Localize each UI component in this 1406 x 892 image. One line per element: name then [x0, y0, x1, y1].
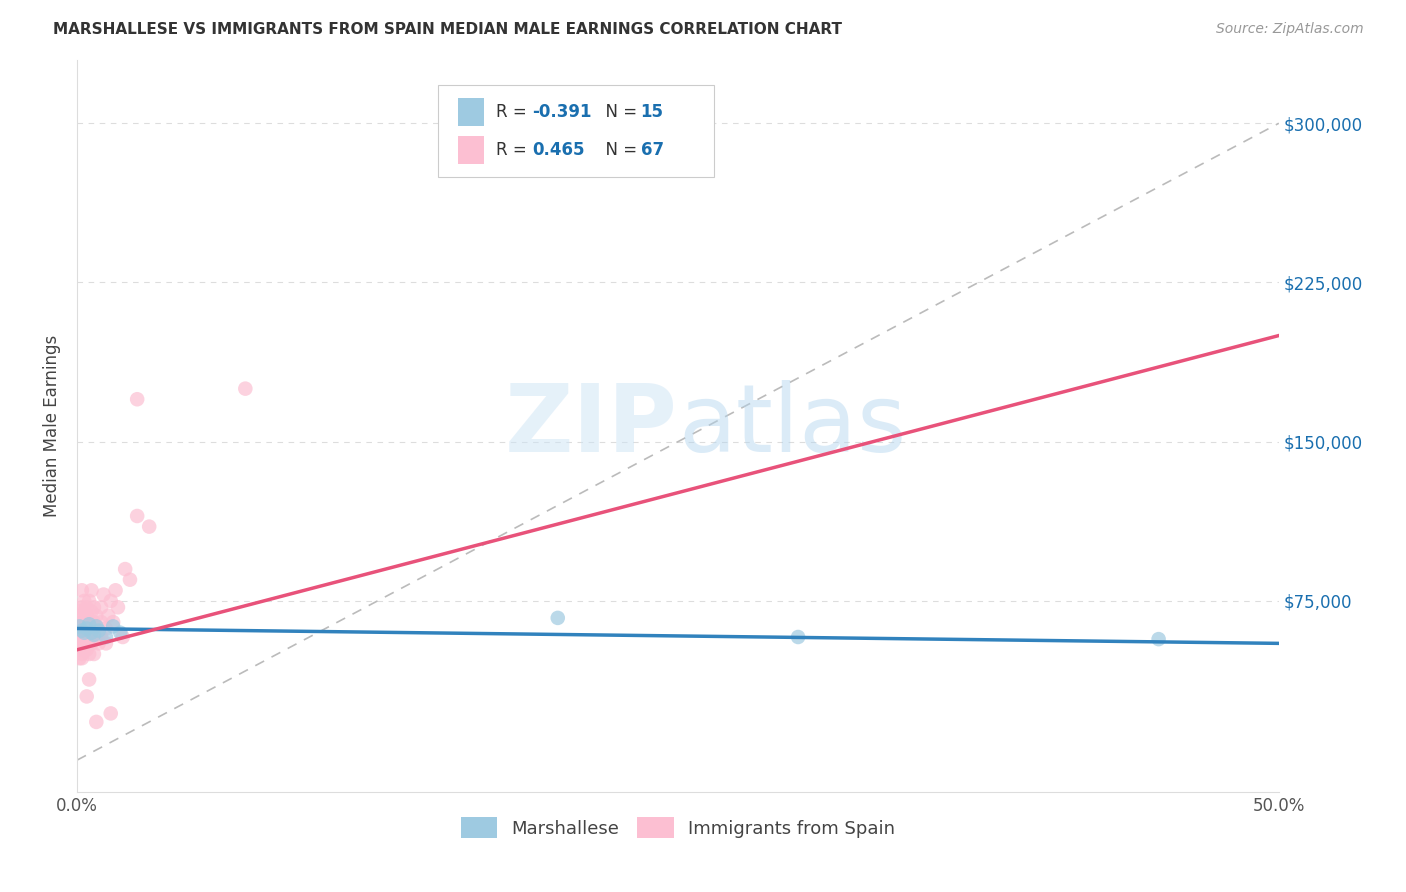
Point — [77, 617, 100, 632]
Point — [76, 622, 98, 636]
Point — [94, 622, 117, 636]
Point — [87, 625, 110, 640]
FancyBboxPatch shape — [437, 86, 714, 177]
Point — [83, 630, 105, 644]
Point — [70, 636, 93, 650]
Point — [90, 600, 112, 615]
Text: R =: R = — [496, 103, 533, 120]
Point — [69, 619, 91, 633]
Point — [80, 583, 103, 598]
Point — [77, 615, 100, 629]
Point — [76, 690, 98, 704]
Text: R =: R = — [496, 141, 533, 160]
Legend: Marshallese, Immigrants from Spain: Marshallese, Immigrants from Spain — [454, 810, 903, 846]
Point — [94, 630, 117, 644]
Point — [76, 619, 98, 633]
Point — [70, 625, 93, 640]
Text: ZIP: ZIP — [505, 380, 678, 472]
Point — [787, 630, 810, 644]
Point — [111, 630, 134, 644]
Point — [69, 636, 91, 650]
Point — [87, 624, 110, 638]
Point — [127, 392, 149, 407]
Point — [86, 714, 108, 729]
Point — [76, 600, 98, 615]
Point — [69, 630, 91, 644]
Point — [83, 647, 105, 661]
Point — [86, 608, 108, 623]
Text: MARSHALLESE VS IMMIGRANTS FROM SPAIN MEDIAN MALE EARNINGS CORRELATION CHART: MARSHALLESE VS IMMIGRANTS FROM SPAIN MED… — [53, 22, 842, 37]
Point — [73, 642, 96, 657]
Point — [547, 611, 569, 625]
Point — [70, 647, 93, 661]
Point — [86, 619, 108, 633]
Point — [73, 636, 96, 650]
Point — [100, 706, 122, 721]
Point — [90, 630, 112, 644]
Point — [69, 605, 91, 619]
Text: N =: N = — [595, 103, 643, 120]
Point — [77, 594, 100, 608]
Point — [73, 622, 96, 636]
Text: -0.391: -0.391 — [533, 103, 592, 120]
Point — [77, 625, 100, 640]
Text: 0.465: 0.465 — [533, 141, 585, 160]
Point — [76, 636, 98, 650]
Point — [77, 636, 100, 650]
Bar — [458, 98, 485, 126]
Point — [90, 615, 112, 629]
Point — [83, 600, 105, 615]
Point — [69, 642, 91, 657]
Point — [73, 605, 96, 619]
Point — [83, 615, 105, 629]
Point — [76, 630, 98, 644]
Point — [77, 647, 100, 661]
Point — [97, 608, 120, 623]
Point — [86, 619, 108, 633]
Point — [94, 636, 117, 650]
Y-axis label: Median Male Earnings: Median Male Earnings — [44, 334, 60, 516]
Text: 67: 67 — [641, 141, 664, 160]
Point — [138, 519, 160, 533]
Point — [80, 605, 103, 619]
Point — [233, 382, 256, 396]
Bar — [458, 136, 485, 164]
Text: Source: ZipAtlas.com: Source: ZipAtlas.com — [1216, 22, 1364, 37]
Point — [107, 600, 129, 615]
Point — [70, 600, 93, 615]
Point — [70, 615, 93, 629]
Point — [76, 608, 98, 623]
Point — [87, 636, 110, 650]
Point — [100, 594, 122, 608]
Point — [93, 588, 115, 602]
Point — [70, 583, 93, 598]
Point — [70, 608, 93, 623]
Point — [73, 615, 96, 629]
Point — [101, 619, 124, 633]
Point — [73, 625, 96, 640]
Point — [70, 651, 93, 665]
Text: N =: N = — [595, 141, 643, 160]
Point — [101, 615, 124, 629]
Point — [77, 673, 100, 687]
Point — [1147, 632, 1170, 647]
Point — [104, 583, 127, 598]
Point — [110, 625, 132, 640]
Point — [69, 619, 91, 633]
Point — [80, 636, 103, 650]
Point — [118, 573, 141, 587]
Point — [76, 642, 98, 657]
Point — [77, 630, 100, 644]
Text: 15: 15 — [641, 103, 664, 120]
Point — [69, 651, 91, 665]
Point — [73, 594, 96, 608]
Point — [127, 508, 149, 523]
Point — [70, 624, 93, 638]
Point — [80, 622, 103, 636]
Point — [80, 625, 103, 640]
Point — [83, 628, 105, 642]
Point — [114, 562, 136, 576]
Point — [73, 630, 96, 644]
Text: atlas: atlas — [678, 380, 907, 472]
